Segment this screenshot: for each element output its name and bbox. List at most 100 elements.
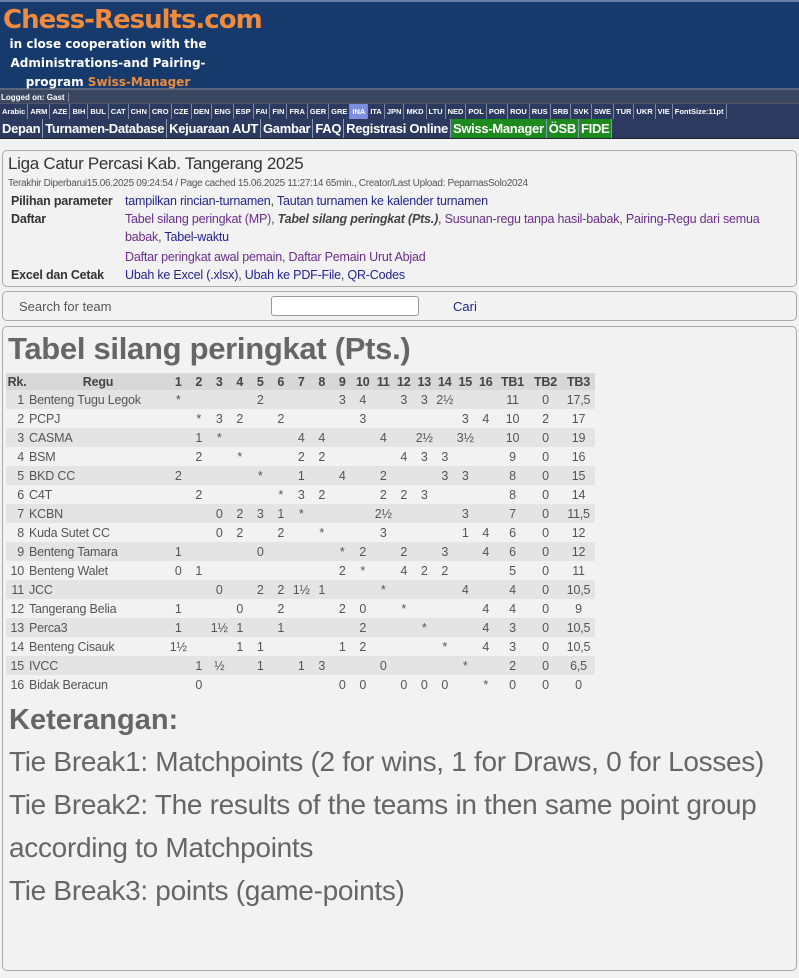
language-fontsize11pt[interactable]: FontSize:11pt xyxy=(673,104,727,119)
language-fin[interactable]: FIN xyxy=(270,104,288,119)
tb1-cell: 2 xyxy=(496,656,529,675)
column-header: 2 xyxy=(188,373,209,390)
result-cell xyxy=(332,485,353,504)
team-name[interactable]: PCPJ xyxy=(29,411,61,426)
language-ned[interactable]: NED xyxy=(446,104,467,119)
language-rou[interactable]: ROU xyxy=(508,104,530,119)
result-cell: 2 xyxy=(352,618,373,637)
language-ita[interactable]: ITA xyxy=(368,104,385,119)
result-cell xyxy=(475,504,496,523)
result-cell xyxy=(393,580,414,599)
language-gre[interactable]: GRE xyxy=(329,104,351,119)
link-team-composition[interactable]: Susunan-regu tanpa hasil-babak xyxy=(444,212,620,226)
nav-gambar[interactable]: Gambar xyxy=(261,119,314,138)
nav-kejuaraan-aut[interactable]: Kejuaraan AUT xyxy=(167,119,261,138)
team-name[interactable]: BSM xyxy=(29,449,56,464)
param-label: Pilihan parameter xyxy=(11,194,113,208)
search-button[interactable]: Cari xyxy=(453,298,477,314)
language-pol[interactable]: POL xyxy=(466,104,487,119)
result-cell: 3 xyxy=(420,487,428,502)
link-crosstable-mp[interactable]: Tabel silang peringkat (MP) xyxy=(125,212,272,226)
language-por[interactable]: POR xyxy=(487,104,509,119)
nav-swiss-manager[interactable]: Swiss-Manager xyxy=(450,119,547,138)
language-bul[interactable]: BUL xyxy=(88,104,109,119)
language-fai[interactable]: FAI xyxy=(254,104,271,119)
team-name[interactable]: Kuda Sutet CC xyxy=(29,525,110,540)
team-name[interactable]: BKD CC xyxy=(28,466,168,485)
column-header: 13 xyxy=(414,373,435,390)
result-cell xyxy=(209,637,230,656)
language-fra[interactable]: FRA xyxy=(287,104,308,119)
team-name[interactable]: Benteng Cisauk xyxy=(29,639,115,654)
link-alphabetical[interactable]: Daftar Pemain Urut Abjad xyxy=(288,250,426,264)
language-ukr[interactable]: UKR xyxy=(634,104,656,119)
result-cell xyxy=(188,542,209,561)
team-name[interactable]: Benteng Walet xyxy=(29,563,108,578)
result-cell xyxy=(394,637,415,656)
link-tournament-details[interactable]: tampilkan rincian-turnamen xyxy=(125,194,271,208)
team-name[interactable]: Benteng Tugu Legok xyxy=(28,390,168,409)
result-cell xyxy=(250,409,271,428)
nav-fide[interactable]: FIDE xyxy=(579,119,613,138)
link-qr[interactable]: QR-Codes xyxy=(347,268,405,282)
result-cell: 2 xyxy=(393,542,414,561)
language-jpn[interactable]: JPN xyxy=(385,104,405,119)
language-srb[interactable]: SRB xyxy=(551,104,572,119)
result-cell: 2 xyxy=(379,487,387,502)
nav--sb[interactable]: ÖSB xyxy=(546,119,579,138)
link-starting-rank[interactable]: Daftar peringkat awal pemain xyxy=(125,250,282,264)
language-ger[interactable]: GER xyxy=(308,104,330,119)
nav-depan[interactable]: Depan xyxy=(0,119,44,138)
language-rus[interactable]: RUS xyxy=(530,104,551,119)
language-aze[interactable]: AZE xyxy=(50,104,71,119)
result-cell: 0 xyxy=(420,677,428,692)
language-svk[interactable]: SVK xyxy=(571,104,592,119)
result-cell: 2 xyxy=(250,580,271,599)
language-cze[interactable]: CZE xyxy=(172,104,192,119)
language-mkd[interactable]: MKD xyxy=(404,104,427,119)
list-row: Daftar Tabel silang peringkat (MP), Tabe… xyxy=(8,210,791,266)
language-cat[interactable]: CAT xyxy=(109,104,129,119)
result-cell xyxy=(435,409,456,428)
language-arabic[interactable]: Arabic xyxy=(0,104,29,119)
link-pdf[interactable]: Ubah ke PDF-File xyxy=(244,268,341,282)
team-name[interactable]: KCBN xyxy=(28,504,168,523)
link-calendar[interactable]: Tautan turnamen ke kalender turnamen xyxy=(276,194,488,208)
nav-registrasi-online[interactable]: Registrasi Online xyxy=(344,119,451,138)
team-name[interactable]: C4T xyxy=(29,487,53,502)
language-tur[interactable]: TUR xyxy=(614,104,635,119)
language-esp[interactable]: ESP xyxy=(234,104,254,119)
link-crosstable-pts[interactable]: Tabel silang peringkat (Pts.) xyxy=(277,212,439,226)
result-cell xyxy=(434,580,455,599)
language-vie[interactable]: VIE xyxy=(656,104,673,119)
result-cell xyxy=(229,580,250,599)
language-eng[interactable]: ENG xyxy=(212,104,234,119)
result-cell: 0 xyxy=(195,677,203,692)
chess-results-logo[interactable]: Chess-Results.com in close cooperation w… xyxy=(3,5,263,92)
tb2-cell: 0 xyxy=(529,542,562,561)
link-schedule[interactable]: Tabel-waktu xyxy=(164,230,229,244)
language-arm[interactable]: ARM xyxy=(28,104,51,119)
language-chn[interactable]: CHN xyxy=(129,104,150,119)
result-cell: 1 xyxy=(250,656,271,675)
team-name[interactable]: Benteng Tamara xyxy=(28,542,168,561)
team-name[interactable]: Perca3 xyxy=(28,618,168,637)
team-name[interactable]: Tangerang Belia xyxy=(29,601,117,616)
language-den[interactable]: DEN xyxy=(192,104,213,119)
team-name[interactable]: IVCC xyxy=(28,656,168,675)
search-input[interactable] xyxy=(271,296,419,316)
team-name[interactable]: Bidak Beracun xyxy=(29,677,108,692)
team-name[interactable]: CASMA xyxy=(28,428,168,447)
result-cell xyxy=(373,447,394,466)
language-bih[interactable]: BIH xyxy=(70,104,89,119)
language-cro[interactable]: CRO xyxy=(150,104,172,119)
nav-turnamen-database[interactable]: Turnamen-Database xyxy=(43,119,168,138)
language-ina[interactable]: INA xyxy=(350,104,369,119)
team-name[interactable]: JCC xyxy=(28,580,168,599)
nav-faq[interactable]: FAQ xyxy=(313,119,345,138)
language-ltu[interactable]: LTU xyxy=(427,104,446,119)
link-excel[interactable]: Ubah ke Excel (.xlsx) xyxy=(125,268,239,282)
link-team-pairings[interactable]: Pairing-Regu dari semua babak xyxy=(125,212,760,244)
result-cell xyxy=(414,523,435,542)
language-swe[interactable]: SWE xyxy=(592,104,614,119)
